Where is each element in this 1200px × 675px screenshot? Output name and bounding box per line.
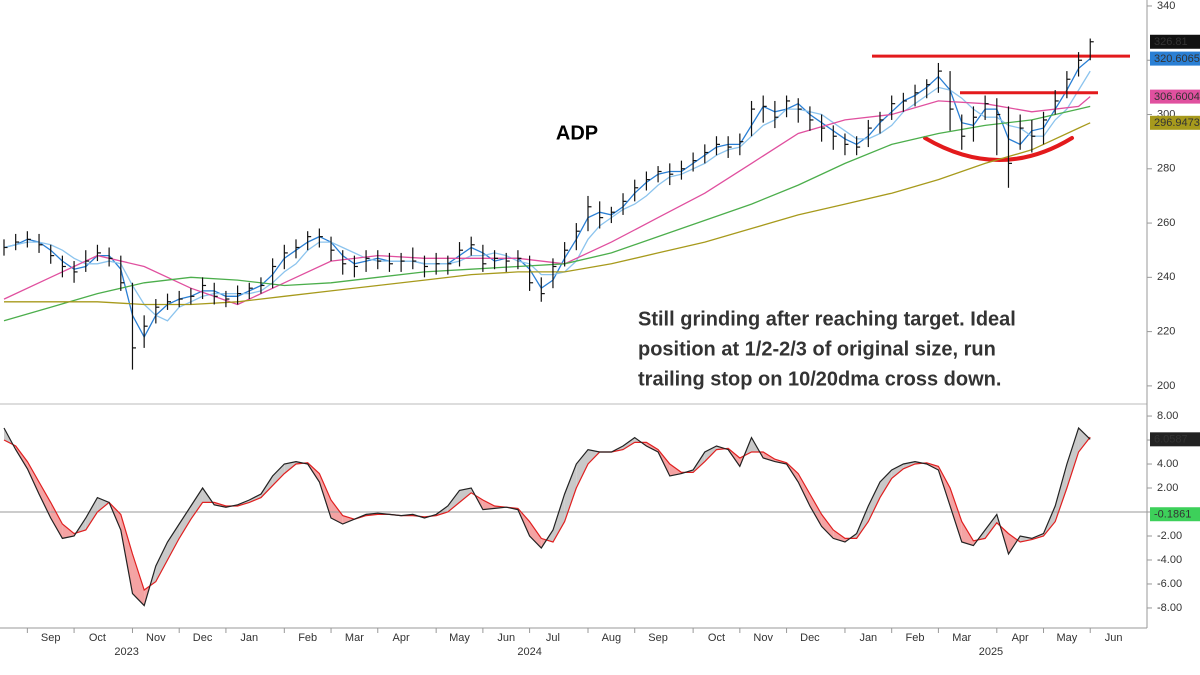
y-tick-label: 8.00	[1157, 410, 1178, 422]
y-tick-label: 260	[1157, 217, 1175, 229]
annotation: position at 1/2-2/3 of original size, ru…	[638, 338, 996, 360]
histogram-fill	[179, 506, 191, 539]
x-tick-label: Apr	[393, 632, 410, 644]
y-tick-label: 220	[1157, 326, 1175, 338]
y-tick-label: -4.00	[1157, 554, 1182, 566]
x-tick-label: Oct	[708, 632, 725, 644]
last-value-box	[1150, 115, 1200, 130]
x-tick-label: Jan	[859, 632, 877, 644]
y-tick-label: 240	[1157, 271, 1175, 283]
y-tick-label: 2.00	[1157, 482, 1178, 494]
y-tick-label: 340	[1157, 0, 1175, 12]
x-group-label: 2024	[517, 646, 541, 658]
x-tick-label: Sep	[648, 632, 668, 644]
last-value-box	[1150, 89, 1200, 104]
x-group-label: 2025	[979, 646, 1003, 658]
series-line	[3, 436, 1091, 591]
histogram-fill	[482, 500, 495, 510]
histogram-fill	[27, 461, 40, 495]
histogram-fill	[961, 521, 974, 546]
last-value-box	[1150, 432, 1200, 447]
histogram-fill	[950, 488, 962, 542]
y-tick-label: -2.00	[1157, 530, 1182, 542]
last-value-label: 320.6065	[1154, 53, 1200, 65]
x-tick-label: Jul	[546, 632, 560, 644]
x-tick-label: Nov	[753, 632, 773, 644]
histogram-fill	[880, 470, 892, 498]
histogram-fill	[167, 523, 180, 560]
histogram-fill	[447, 490, 460, 513]
histogram-fill	[564, 464, 577, 522]
last-value-label: 306.6004	[1154, 91, 1200, 103]
x-tick-label: Oct	[89, 632, 106, 644]
histogram-fill	[891, 464, 904, 479]
y-tick-label: 4.00	[1157, 458, 1178, 470]
histogram-fill	[1055, 464, 1067, 522]
x-tick-label: Dec	[800, 632, 820, 644]
difference-label: -0.1861	[1154, 509, 1191, 521]
series-line	[3, 426, 1091, 607]
x-tick-label: Aug	[602, 632, 622, 644]
histogram-fill	[39, 482, 51, 518]
annotation: Still grinding after reaching target. Id…	[638, 308, 1016, 330]
x-group-label: 2023	[114, 646, 138, 658]
x-tick-label: Mar	[345, 632, 364, 644]
x-tick-label: May	[449, 632, 470, 644]
histogram-fill	[342, 515, 355, 524]
histogram-fill	[798, 473, 810, 507]
histogram-fill	[529, 521, 542, 548]
y-tick-label: 200	[1157, 380, 1175, 392]
difference-box	[1150, 507, 1200, 522]
x-tick-label: May	[1056, 632, 1077, 644]
last-value-label: 296.9473	[1154, 117, 1200, 129]
last-value-label: 6.0587	[1154, 434, 1188, 446]
histogram-fill	[62, 523, 75, 539]
last-value-box	[1150, 51, 1200, 66]
histogram-fill	[985, 514, 997, 539]
histogram-fill	[1066, 428, 1079, 489]
x-tick-label: Sep	[41, 632, 61, 644]
histogram-fill	[319, 473, 332, 518]
last-value-box	[1150, 34, 1200, 49]
chart-title: ADP	[556, 122, 598, 144]
x-tick-label: Dec	[193, 632, 213, 644]
x-tick-label: Jun	[1105, 632, 1123, 644]
histogram-fill	[1078, 428, 1090, 453]
histogram-fill	[50, 502, 63, 539]
histogram-fill	[704, 446, 717, 462]
histogram-fill	[459, 488, 472, 503]
histogram-fill	[120, 514, 133, 594]
histogram-fill	[85, 497, 98, 530]
histogram-fill	[552, 494, 565, 542]
x-tick-label: Feb	[906, 632, 925, 644]
histogram-fill	[132, 553, 145, 606]
series-line	[4, 122, 1091, 306]
histogram-fill	[669, 464, 682, 477]
histogram-fill	[576, 449, 588, 489]
y-tick-label: -8.00	[1157, 602, 1182, 614]
histogram-fill	[809, 494, 822, 527]
histogram-fill	[821, 514, 834, 539]
annotation: trailing stop on 10/20dma cross down.	[638, 368, 1001, 390]
x-tick-label: Jan	[240, 632, 258, 644]
last-value-label: 326.81	[1154, 36, 1188, 48]
histogram-fill	[155, 541, 168, 582]
y-tick-label: -6.00	[1157, 578, 1182, 590]
histogram-fill	[1020, 535, 1032, 542]
x-tick-label: Feb	[298, 632, 317, 644]
histogram-fill	[190, 488, 203, 520]
y-tick-label: 280	[1157, 163, 1175, 175]
x-tick-label: Jun	[497, 632, 515, 644]
histogram-fill	[272, 464, 285, 486]
x-tick-label: Nov	[146, 632, 166, 644]
histogram-fill	[623, 437, 635, 450]
series-line	[3, 58, 1091, 339]
x-tick-label: Mar	[952, 632, 971, 644]
x-tick-label: Apr	[1012, 632, 1029, 644]
